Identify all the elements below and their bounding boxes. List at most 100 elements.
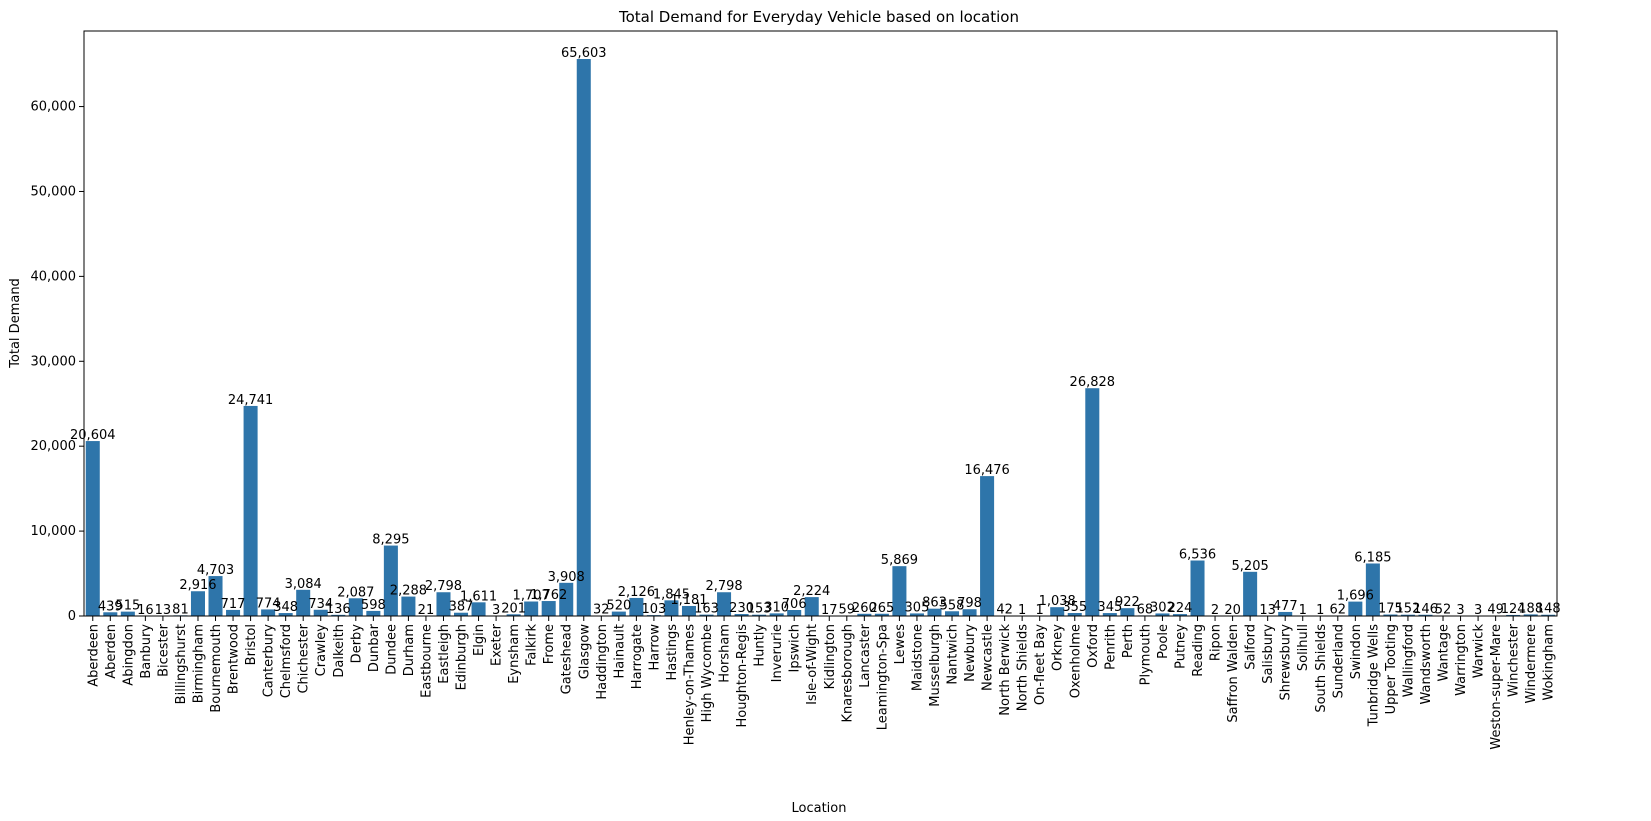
y-tick-label: 10,000: [31, 524, 77, 539]
data-label: 515: [115, 599, 140, 614]
x-tick-label: Maidstone: [910, 624, 925, 691]
y-axis-label: Total Demand: [8, 278, 23, 369]
bar: [506, 614, 521, 616]
bar: [681, 605, 696, 616]
bar: [1418, 614, 1433, 616]
x-tick-label: Bicester: [156, 623, 171, 677]
bar: [1400, 614, 1415, 616]
x-tick-label: Gateshead: [560, 624, 575, 694]
x-tick-label: Horsham: [718, 624, 733, 683]
data-label: 520: [606, 599, 631, 614]
bar: [103, 612, 118, 616]
y-tick-label: 50,000: [31, 184, 77, 199]
bar: [524, 601, 539, 616]
x-axis-label: Location: [792, 801, 847, 816]
data-label: 17: [821, 603, 838, 618]
x-tick-label: Crawley: [314, 624, 329, 677]
x-tick-label: Tunbridge Wells: [1366, 624, 1381, 728]
bar: [927, 608, 942, 616]
bar: [1050, 607, 1065, 616]
data-label: 2,224: [793, 584, 830, 599]
x-tick-label: Newcastle: [981, 624, 996, 691]
data-label: 2,916: [179, 578, 216, 593]
x-tick-label: Upper Tooting: [1384, 624, 1399, 714]
bar: [1523, 614, 1538, 616]
x-tick-label: Chichester: [297, 623, 312, 693]
x-tick-label: Swindon: [1349, 624, 1364, 679]
x-tick-label: North Berwick: [998, 624, 1013, 716]
x-tick-label: Bristol: [244, 624, 259, 665]
x-tick-label: Dundee: [384, 624, 399, 675]
bar: [857, 613, 872, 616]
axes-frame: [83, 30, 1558, 617]
bar: [1120, 608, 1135, 616]
x-tick-label: Leamington-Spa: [875, 624, 890, 730]
data-label: 3: [492, 603, 500, 618]
bar: [243, 405, 258, 616]
x-tick-label: On-fleet Bay: [1033, 624, 1048, 705]
x-tick-label: Dunbar: [367, 623, 382, 672]
y-tick-label: 0: [68, 609, 76, 624]
data-label: 265: [869, 601, 894, 616]
bar: [1190, 560, 1205, 616]
bar: [348, 598, 363, 616]
data-label: 2,288: [390, 584, 427, 599]
data-label: 3: [1474, 603, 1482, 618]
bar: [120, 611, 135, 616]
data-label: 3,084: [285, 577, 322, 592]
x-tick-label: Edinburgh: [455, 624, 470, 690]
x-tick-label: Elgin: [472, 624, 487, 656]
data-label: 16,476: [964, 463, 1010, 478]
data-label: 20,604: [70, 428, 116, 443]
bar: [874, 613, 889, 616]
x-tick-label: Exeter: [490, 623, 505, 666]
x-tick-label: Orkney: [1051, 624, 1066, 671]
x-tick-label: Windermere: [1524, 624, 1539, 704]
data-label: 20: [1224, 603, 1241, 618]
bar: [1172, 614, 1187, 616]
data-label: 21: [418, 603, 435, 618]
data-label: 1,181: [670, 593, 707, 608]
data-label: 774: [256, 596, 281, 611]
x-tick-label: Dalkeith: [332, 624, 347, 678]
bar: [611, 611, 626, 616]
bar: [436, 592, 451, 616]
data-label: 6,536: [1179, 548, 1216, 563]
x-tick-label: Henley-on-Thames: [682, 624, 697, 746]
x-tick-label: Haddington: [595, 624, 610, 700]
x-tick-label: Birmingham: [191, 624, 206, 703]
x-tick-label: Huntly: [753, 624, 768, 667]
bar: [541, 601, 556, 616]
data-label: 62: [1330, 602, 1347, 617]
data-label: 5,205: [1232, 559, 1269, 574]
x-tick-label: Harrogate: [630, 624, 645, 689]
bar: [1102, 613, 1117, 616]
data-label: 26,828: [1070, 375, 1116, 390]
x-tick-label: Ripon: [1209, 624, 1224, 661]
x-tick-label: Plymouth: [1138, 624, 1153, 685]
x-tick-label: Glasgow: [577, 624, 592, 680]
data-label: 1,707: [513, 589, 550, 604]
bar: [1348, 601, 1363, 616]
data-label: 2,087: [337, 585, 374, 600]
bar: [471, 602, 486, 616]
x-tick-label: Chelmsford: [279, 624, 294, 698]
data-label: 8,295: [372, 533, 409, 548]
bar: [629, 597, 644, 616]
x-tick-label: Falkirk: [525, 624, 540, 666]
x-tick-label: Ipswich: [788, 624, 803, 673]
data-label: 2,798: [705, 579, 742, 594]
data-label: 24,741: [228, 393, 274, 408]
data-label: 345: [1097, 600, 1122, 615]
x-tick-label: Reading: [1191, 624, 1206, 677]
data-label: 230: [729, 601, 754, 616]
data-label: 922: [1115, 595, 1140, 610]
x-tick-label: Salford: [1244, 624, 1259, 670]
bar: [296, 589, 311, 616]
data-label: 558: [940, 598, 965, 613]
y-tick-label: 40,000: [31, 269, 77, 284]
x-tick-label: Kidlington: [823, 624, 838, 689]
x-tick-label: Warwick: [1472, 624, 1487, 679]
bar: [85, 441, 100, 616]
